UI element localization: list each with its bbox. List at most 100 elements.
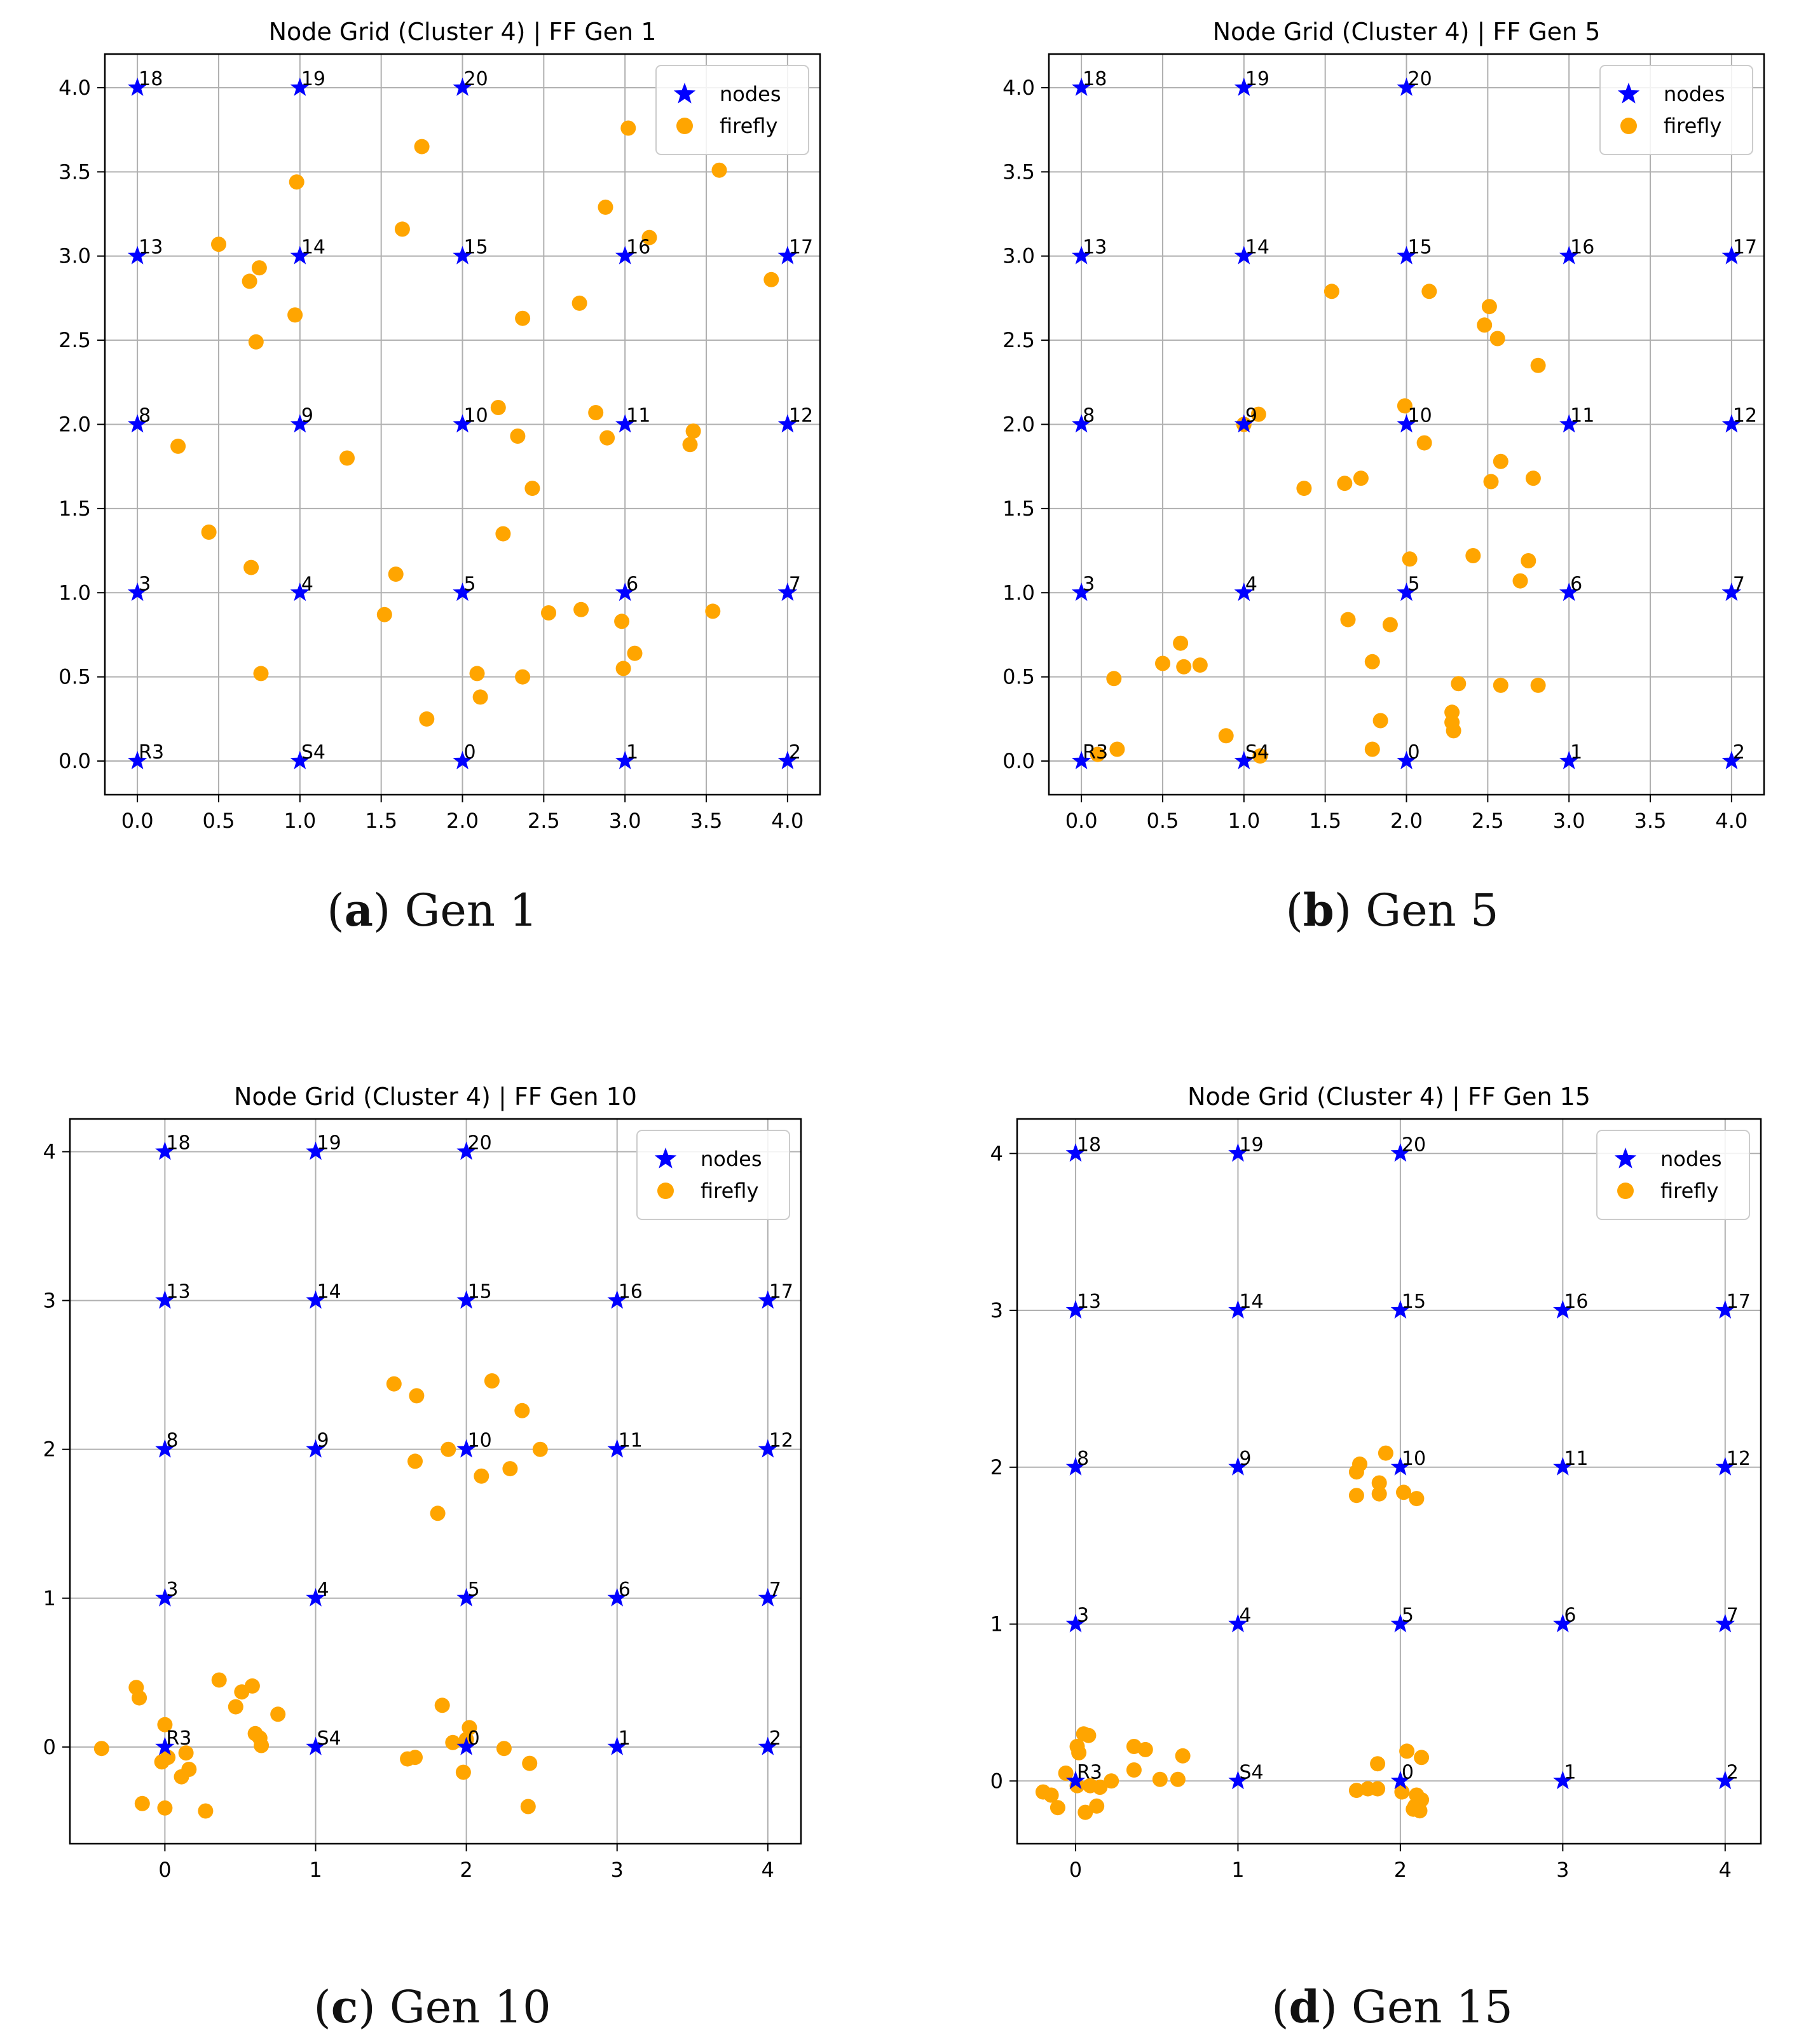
node-star-marker [1228,1457,1248,1476]
node-label: 15 [1402,1291,1426,1313]
caption-gen1: (a) Gen 1 [327,884,538,936]
firefly-point [445,1734,461,1750]
firefly-point [1071,1745,1087,1760]
node-label: 12 [789,405,813,427]
y-tick-label: 4.0 [58,76,91,100]
firefly-point [1372,713,1388,729]
node-star-marker [615,751,635,769]
firefly-point [441,1441,456,1457]
firefly-point [228,1699,243,1715]
firefly-point [532,1441,548,1457]
node-label: 9 [317,1430,329,1452]
node-star-marker [1715,1771,1735,1790]
y-tick-label: 3.0 [58,244,91,268]
node-label: 8 [1077,1448,1089,1470]
firefly-point [1348,1464,1364,1480]
x-tick-label: 0 [158,1858,171,1882]
node-star-marker [1071,78,1091,96]
node-label: 12 [1733,405,1757,427]
firefly-point [1092,1780,1108,1795]
legend-firefly-label: firefly [701,1179,758,1203]
node-label: 17 [1733,237,1757,259]
node-star-marker [456,1736,476,1755]
node-label: 14 [317,1281,341,1303]
x-tick-label: 3.5 [690,809,723,833]
axes-frame [104,53,821,796]
firefly-point [1078,1804,1093,1820]
node-star-marker [1065,1771,1086,1790]
firefly-point [243,559,259,575]
node-label: 12 [769,1430,793,1452]
firefly-point [472,689,488,705]
firefly-point [522,1755,538,1771]
node-label: 14 [301,237,325,259]
x-tick-label: 2.5 [1472,809,1504,833]
firefly-point [1252,748,1268,764]
caption-gen10: (c) Gen 10 [313,1980,551,2033]
y-tick-label: 2.0 [1002,413,1035,437]
node-star-marker [1234,245,1254,264]
firefly-point [510,429,526,444]
firefly-point [211,237,226,252]
node-label: 17 [789,237,813,259]
firefly-point [253,666,269,682]
node-star-marker [1559,582,1579,601]
node-star-marker [1071,245,1091,264]
node-star-marker [453,582,472,601]
x-tick-label: 1 [309,1858,322,1882]
node-star-marker [1559,414,1579,433]
node-label: 16 [619,1281,643,1303]
node-label: 3 [166,1579,178,1601]
node-star-marker [1071,751,1091,769]
firefly-point [1414,1750,1430,1766]
firefly-point [198,1803,214,1819]
node-label: 9 [301,405,313,427]
node-star-marker [1390,1457,1411,1476]
node-star-marker [758,1439,778,1458]
firefly-point [1089,1798,1105,1814]
node-label: 7 [769,1579,781,1601]
y-tick-label: 1 [990,1612,1003,1636]
y-tick-label: 0.5 [1002,665,1035,689]
scatter-plot-gen1: Node Grid (Cluster 4) | FF Gen 1 0.0 0.5 1.… [58,18,821,833]
firefly-point [1446,723,1461,739]
scatter-plot-gen15: Node Grid (Cluster 4) | FF Gen 150 1 2 3 401… [990,1083,1762,1882]
node-label: 15 [1408,237,1432,259]
node-label: 20 [468,1132,492,1154]
firefly-point [573,601,589,617]
node-star-marker [1397,751,1416,769]
node-label: 10 [468,1430,492,1452]
firefly-point [248,334,264,350]
x-tick-label: 0.0 [121,809,154,833]
firefly-point [502,1461,518,1477]
node-star-marker [1715,1457,1735,1476]
y-tick-label: 1.0 [58,580,91,605]
node-label: 0 [1402,1761,1414,1783]
firefly-point [157,1717,173,1732]
node-star-marker [1228,1614,1248,1633]
chart-title: Node Grid (Cluster 4) | FF Gen 5 [1213,18,1601,46]
legend-box [636,1130,790,1220]
node-label: 0 [468,1727,480,1750]
firefly-point [711,162,727,178]
y-tick-label: 2.0 [58,413,91,437]
firefly-point [1081,1727,1097,1743]
legend-nodes-star-icon [1614,1148,1637,1169]
node-label: R3 [166,1727,191,1750]
firefly-point [1370,1781,1386,1797]
node-label: 2 [1727,1761,1739,1783]
node-star-marker [1559,245,1579,264]
node-star-marker [1065,1614,1086,1633]
x-tick-label: 0.0 [1065,809,1098,833]
node-star-marker [155,1736,175,1755]
node-star-marker [1553,1457,1573,1476]
x-tick-label: 1.5 [1309,809,1341,833]
y-tick-label: 2.5 [1002,328,1035,352]
node-label: 15 [464,237,488,259]
firefly-point [1126,1762,1142,1778]
firefly-point [234,1684,250,1700]
firefly-point [1397,398,1413,414]
node-label: 18 [1077,1134,1101,1156]
node-label: 13 [1077,1291,1101,1313]
node-star-marker [1390,1771,1411,1790]
